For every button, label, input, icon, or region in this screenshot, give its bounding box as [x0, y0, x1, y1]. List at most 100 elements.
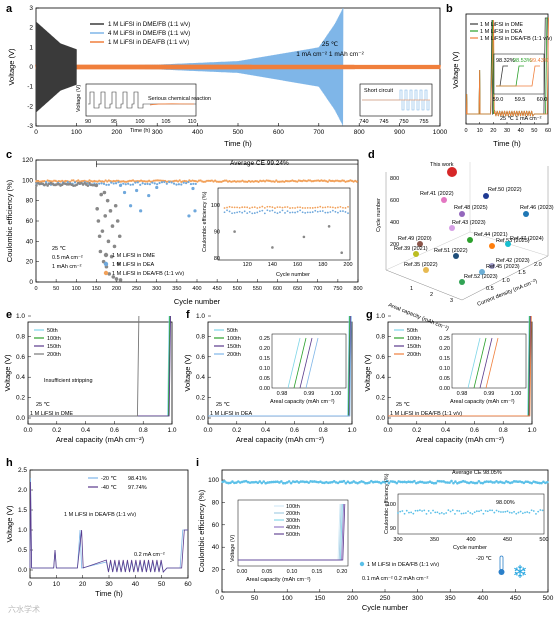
c-point-deafb [207, 179, 210, 182]
c-inset-deafb [251, 206, 254, 209]
c-point-deafb [178, 179, 181, 182]
i-point [506, 480, 510, 484]
panel-f-label: f [186, 309, 190, 321]
panel-h-label: h [6, 457, 13, 469]
c-inset-dme [302, 235, 306, 239]
inset-ytick: 0.05 [439, 376, 450, 382]
c-inset-deafb [347, 206, 349, 208]
c-inset-deafb [339, 205, 342, 208]
i-point [465, 481, 469, 484]
a-inset2-xtick: 745 [379, 119, 388, 125]
c-point-deafb [310, 180, 313, 183]
c-inset-deafb [299, 206, 302, 209]
c-inset-deafb [256, 207, 259, 209]
d-label-ref: Ref.43 (2023) [452, 220, 486, 226]
c-point-deafb [197, 179, 201, 182]
xtick-label: 0.0 [203, 427, 212, 434]
i-inset-ce-point [493, 511, 496, 514]
d-ztick: 200 [390, 242, 399, 248]
c-inset-deafb [291, 207, 294, 209]
i-point [446, 481, 449, 484]
panel-a-inset2-plot: 740 745 750 755 [359, 89, 430, 125]
c-point-dea [192, 182, 195, 185]
c-xtick-label: 650 [293, 286, 302, 292]
i-point [348, 481, 352, 485]
c-inset-deafb [294, 207, 296, 209]
panel-a-inset1-plot: 90 95 100 105 110 [85, 91, 196, 125]
c-point-deafb [337, 180, 341, 183]
i-point [260, 481, 264, 485]
i-point [450, 479, 453, 483]
c-point-deafb [244, 180, 247, 183]
ylabel: Voltage (V) [3, 354, 12, 392]
c-point-dme-scatter [114, 277, 119, 281]
panel-b-inset [493, 53, 545, 95]
c-inset-deafb [243, 206, 246, 209]
c-xtick-label: 450 [213, 286, 222, 292]
i-inset-ce-point [521, 512, 524, 515]
h-xtick-label: 20 [79, 581, 87, 588]
i-ytick-label: 40 [212, 544, 220, 551]
panel-c-label: c [6, 149, 12, 161]
i-inset-ce-point [412, 512, 415, 515]
i-point [254, 480, 258, 484]
c-xtick-label: 350 [172, 286, 181, 292]
i-point [328, 481, 332, 484]
d-point-ref [417, 241, 423, 247]
panel-a-inset1-note: Serious chemical reaction [148, 96, 211, 102]
c-point-deafb [199, 179, 202, 182]
c-inset-dea [261, 209, 264, 212]
panel-b-label: b [446, 3, 453, 15]
c-point-deafb [276, 180, 280, 183]
xtick-label: 1.0 [527, 427, 536, 434]
i-xtick-label: 50 [251, 595, 259, 602]
c-inset-deafb [226, 206, 228, 209]
c-point-deafb [81, 179, 85, 183]
c-inset-dea [337, 211, 339, 214]
c-point-dea [180, 183, 183, 186]
c-inset-dea [228, 210, 231, 213]
i-inset-ce-ytick: 90 [390, 526, 396, 532]
i-point [456, 481, 459, 485]
a-xtick-label: 600 [273, 129, 284, 136]
inset-ytick: 0.15 [259, 356, 270, 362]
i-legend-swatch [359, 561, 365, 567]
i-point [469, 480, 473, 484]
c-xtick-label: 550 [253, 286, 262, 292]
c-inset-dea [248, 210, 251, 213]
i-point [534, 480, 537, 484]
panel-f: f 0.0 0.2 0.4 0.6 0.8 1.0 0.0 0.2 0.4 0.6 0.8 1.0 Ar… [183, 309, 357, 444]
panel-c-ylabel: Coulombic efficiency (%) [5, 179, 14, 262]
i-point [368, 481, 371, 484]
i-ytick-label: 100 [208, 477, 219, 484]
h-xtick-label: 40 [132, 581, 140, 588]
c-point-dme [86, 184, 90, 187]
c-point-deafb [202, 180, 205, 183]
i-point [483, 480, 487, 484]
legend-dea-fb: 1 M LiFSI in DEA/FB (1:1 v/v) [108, 39, 189, 46]
i-point [497, 481, 500, 484]
i-inset-ce-point [408, 511, 410, 514]
c-point-dea [107, 183, 110, 186]
xtick-label: 0.4 [261, 427, 270, 434]
panel-a-cond: 1 mA cm⁻² 1 mAh cm⁻² [296, 51, 364, 58]
c-point-deafb [217, 180, 220, 183]
i-inset-ce-point [432, 509, 434, 512]
c-point-deafb [257, 180, 260, 183]
c-point-deafb [131, 179, 135, 182]
i-point [516, 480, 520, 484]
profile-3 [388, 315, 532, 417]
c-point-dea [146, 182, 149, 185]
i-point [370, 479, 373, 483]
c-point-deafb [315, 179, 318, 182]
panel-c-xlabel: Cycle number [174, 297, 221, 306]
a-ytick-label: -2 [27, 103, 33, 110]
i-point [307, 481, 311, 484]
legend-label: 100th [227, 336, 241, 342]
i-point [393, 480, 397, 484]
panel-i-plot: 0 50 100 150 200 250 300 350 400 450 500 0 20 40 60 80 1… [197, 469, 554, 612]
i-point [229, 481, 232, 485]
i-point [237, 480, 240, 483]
c-inset-dea [342, 210, 344, 212]
c-point-deafb [70, 179, 73, 182]
